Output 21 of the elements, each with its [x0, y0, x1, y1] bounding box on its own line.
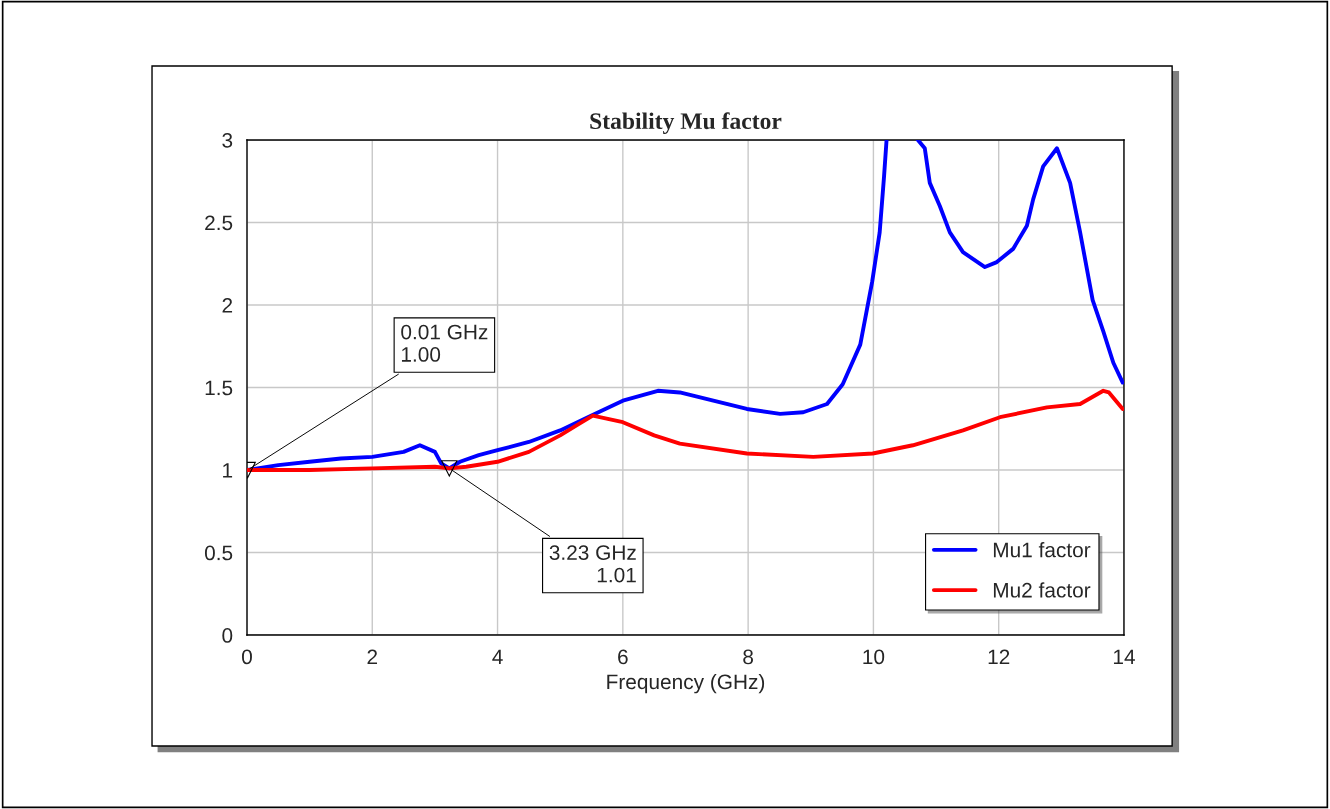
y-tick-label: 0 [222, 628, 233, 643]
x-tick-label: 0 [242, 649, 252, 665]
y-tick-label: 3 [222, 132, 233, 148]
y-tick-label: 2 [222, 297, 233, 313]
x-tick-label: 14 [1113, 649, 1135, 665]
legend-label: Mu2 factor [993, 582, 1091, 598]
x-axis-title: Frequency (GHz) [607, 673, 765, 694]
x-tick-label: 2 [367, 649, 378, 665]
chart-title: Stability Mu factor [590, 112, 782, 134]
y-tick-label: 0.5 [204, 545, 233, 561]
x-tick-label: 8 [743, 649, 754, 665]
annotation: 0.01 GHz 1.00 [401, 324, 488, 362]
y-tick-label: 2.5 [205, 215, 233, 231]
x-tick-label: 10 [863, 649, 885, 665]
annotation: 3.23 GHz 1.01 [549, 545, 636, 583]
legend-label: Mu1 factor [993, 542, 1091, 558]
x-tick-label: 12 [988, 649, 1010, 665]
y-tick-label: 1.5 [205, 380, 233, 396]
y-tick-label: 1 [223, 463, 233, 478]
x-tick-label: 6 [618, 649, 628, 665]
x-tick-label: 4 [492, 649, 503, 665]
